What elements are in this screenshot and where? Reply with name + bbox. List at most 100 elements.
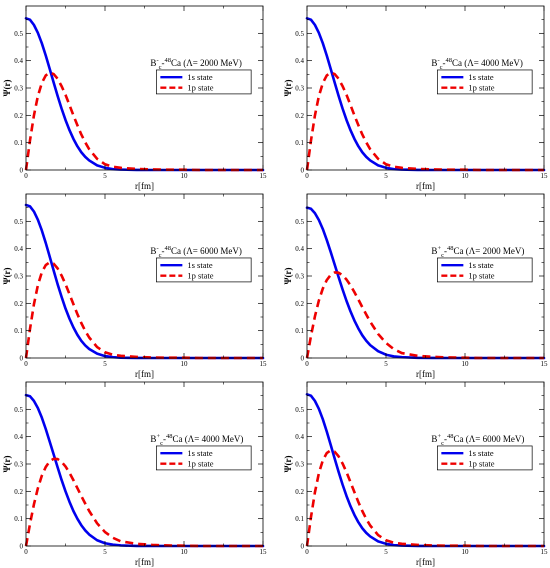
- chart-panel-1: 0 5 10 15 0 0.1 0.2 0.3 0.4 0.5 r[fm] Ψ(r) B-c-48Ca …: [2, 5, 267, 191]
- x-tick-label: 15: [260, 360, 268, 368]
- panel-annotation: B+c-48Ca (Λ= 6000 MeV): [431, 433, 524, 447]
- annot-sub: c: [441, 440, 444, 447]
- annot-dash: -: [444, 434, 447, 444]
- annot-dash: -: [443, 58, 446, 68]
- y-tick-label: 0.3: [14, 461, 23, 469]
- panel-annotation: B-c-48Ca (Λ= 6000 MeV): [150, 245, 241, 259]
- y-tick-label: 0.1: [295, 327, 304, 335]
- x-axis-title: r[fm]: [416, 557, 435, 567]
- annot-charge: -: [156, 245, 158, 252]
- legend-label: 1p state: [187, 271, 213, 281]
- x-tick-label: 5: [103, 172, 107, 180]
- x-axis-title: r[fm]: [135, 557, 154, 567]
- annot-charge: +: [156, 433, 160, 440]
- panel-annotation: B+c-48Ca (Λ= 2000 MeV): [431, 245, 524, 259]
- annot-rest: Ca (Λ= 6000 MeV): [454, 434, 525, 444]
- x-tick-label: 15: [260, 548, 268, 556]
- y-tick-label: 0.1: [295, 515, 304, 523]
- y-tick-label: 0.1: [14, 515, 23, 523]
- x-tick-label: 0: [24, 548, 28, 556]
- y-tick-label: 0.4: [295, 245, 304, 253]
- x-tick-label: 0: [24, 360, 28, 368]
- legend-label: 1s state: [187, 260, 212, 270]
- annot-dash: -: [162, 246, 165, 256]
- annot-sub: c: [160, 440, 163, 447]
- annot-main: B: [150, 58, 156, 68]
- legend-label: 1p state: [468, 459, 494, 469]
- annot-mass: 48: [165, 57, 172, 64]
- y-tick-label: 0.1: [14, 327, 23, 335]
- annot-main: B: [431, 246, 437, 256]
- x-tick-label: 5: [384, 172, 388, 180]
- annot-mass: 48: [447, 433, 454, 440]
- x-tick-label: 10: [181, 360, 189, 368]
- x-tick-label: 5: [384, 548, 388, 556]
- annot-rest: Ca (Λ= 2000 MeV): [454, 246, 525, 256]
- x-tick-label: 15: [541, 172, 549, 180]
- y-tick-label: 0.2: [295, 488, 304, 496]
- legend-label: 1s state: [468, 448, 493, 458]
- annot-sub: c: [441, 252, 444, 259]
- y-tick-label: 0.5: [295, 218, 304, 226]
- annot-main: B: [150, 434, 156, 444]
- y-tick-label: 0: [20, 167, 24, 175]
- x-tick-label: 5: [103, 548, 107, 556]
- y-axis-title: Ψ(r): [2, 455, 12, 472]
- annot-sub: c: [159, 64, 162, 71]
- x-tick-label: 5: [384, 360, 388, 368]
- x-axis-title: r[fm]: [135, 181, 154, 191]
- y-tick-label: 0.2: [14, 300, 23, 308]
- y-tick-label: 0: [301, 543, 305, 551]
- y-tick-label: 0.3: [14, 85, 23, 93]
- x-tick-label: 0: [305, 172, 309, 180]
- series-line-1s: [24, 393, 265, 548]
- y-tick-label: 0.2: [14, 112, 23, 120]
- y-tick-label: 0: [20, 543, 24, 551]
- x-tick-label: 0: [305, 360, 309, 368]
- y-axis-title: Ψ(r): [283, 267, 293, 284]
- annot-main: B: [431, 434, 437, 444]
- y-tick-label: 0.4: [295, 57, 304, 65]
- legend-label: 1s state: [468, 260, 493, 270]
- annot-mass: 48: [447, 245, 454, 252]
- legend-label: 1p state: [468, 83, 494, 93]
- legend-label: 1s state: [187, 448, 212, 458]
- panel-annotation: B+c-48Ca (Λ= 4000 MeV): [150, 433, 243, 447]
- y-tick-label: 0.2: [14, 488, 23, 496]
- x-tick-label: 10: [462, 548, 470, 556]
- y-tick-label: 0.3: [295, 273, 304, 281]
- x-tick-label: 15: [541, 548, 549, 556]
- annot-sub: c: [440, 64, 443, 71]
- y-tick-label: 0.3: [14, 273, 23, 281]
- annot-dash: -: [162, 58, 165, 68]
- x-axis-title: r[fm]: [135, 369, 154, 379]
- x-tick-label: 10: [181, 548, 189, 556]
- x-tick-label: 10: [462, 360, 470, 368]
- annot-main: B: [431, 58, 437, 68]
- y-tick-label: 0.5: [14, 218, 23, 226]
- x-tick-label: 10: [181, 172, 189, 180]
- chart-panel-4: 0 5 10 15 0 0.1 0.2 0.3 0.4 0.5 r[fm] Ψ(r) B+c-48Ca …: [283, 193, 549, 379]
- panel-annotation: B-c-48Ca (Λ= 4000 MeV): [431, 57, 522, 71]
- annot-charge: -: [156, 57, 158, 64]
- x-tick-label: 15: [541, 360, 549, 368]
- y-tick-label: 0.5: [295, 406, 304, 414]
- panel-annotation: B-c-48Ca (Λ= 2000 MeV): [150, 57, 241, 71]
- y-tick-label: 0.4: [14, 57, 23, 65]
- legend-label: 1p state: [187, 83, 213, 93]
- x-axis-title: r[fm]: [416, 181, 435, 191]
- annot-rest: Ca (Λ= 4000 MeV): [452, 58, 523, 68]
- x-tick-label: 5: [103, 360, 107, 368]
- y-tick-label: 0: [20, 355, 24, 363]
- y-tick-label: 0.5: [14, 406, 23, 414]
- y-tick-label: 0.3: [295, 461, 304, 469]
- annot-rest: Ca (Λ= 6000 MeV): [171, 246, 242, 256]
- annot-rest: Ca (Λ= 2000 MeV): [171, 58, 242, 68]
- annot-charge: +: [437, 245, 441, 252]
- chart-panel-6: 0 5 10 15 0 0.1 0.2 0.3 0.4 0.5 r[fm] Ψ(r) B+c-48Ca …: [283, 381, 549, 567]
